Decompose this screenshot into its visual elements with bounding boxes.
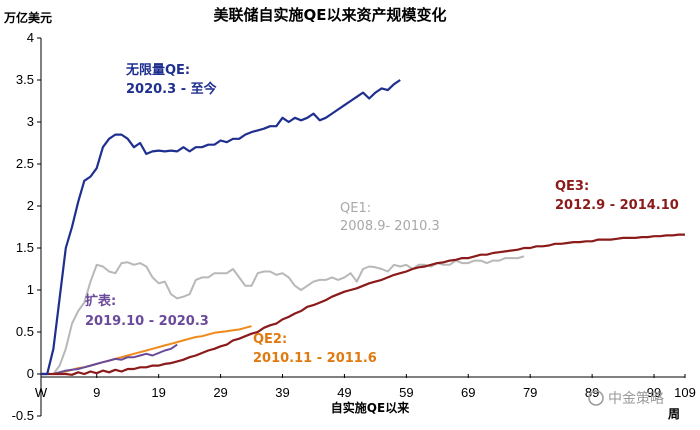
x-tick-label: 49 (337, 385, 351, 400)
watermark: 中金策略 (588, 390, 664, 407)
annotation-qe1-label: QE1: (340, 201, 371, 216)
x-tick-label: 59 (399, 385, 413, 400)
x-tick-label: 19 (151, 385, 165, 400)
y-tick-label: 1 (27, 282, 34, 297)
wechat-icon (588, 390, 604, 406)
x-tick-label: 79 (523, 385, 537, 400)
chart-title: 美联储自实施QE以来资产规模变化 (214, 6, 447, 24)
annotation-expand-period: 2019.10 - 2020.3 (85, 314, 209, 329)
series-lines (41, 79, 685, 376)
annotation-qe2-label: QE2: (253, 332, 287, 347)
series-line-无限量QE (41, 79, 401, 376)
x-tick-label: W (35, 385, 48, 400)
x-axis-unit-label: 周 (668, 407, 680, 421)
y-tick-label: 1.5 (16, 240, 34, 255)
y-tick-label: 4 (27, 30, 34, 45)
y-tick-label: 2 (27, 198, 34, 213)
x-tick-label: 69 (461, 385, 475, 400)
x-tick-label: 9 (93, 385, 100, 400)
y-axis-ticks: -0.5 0 0.5 1 1.5 2 2.5 3 3.5 4 (12, 30, 41, 423)
y-tick-label: -0.5 (12, 408, 34, 423)
x-tick-label: 29 (213, 385, 227, 400)
annotation-unlimited-qe-label: 无限量QE: (125, 63, 190, 78)
annotation-qe3-label: QE3: (555, 179, 589, 194)
x-tick-label: 99 (647, 385, 661, 400)
x-axis-ticks: W 9 19 29 39 49 59 69 79 89 99 109 (35, 374, 696, 400)
series-line-QE1 (41, 255, 525, 375)
annotation-unlimited-qe-period: 2020.3 - 至今 (126, 81, 218, 97)
annotation-qe3-period: 2012.9 - 2014.10 (555, 198, 679, 213)
annotation-qe1-period: 2008.9- 2010.3 (340, 219, 440, 234)
series-line-扩表 (41, 343, 178, 375)
watermark-text: 中金策略 (608, 390, 664, 407)
x-tick-label: 109 (674, 385, 696, 400)
y-tick-label: 3 (27, 114, 34, 129)
x-tick-label: 39 (275, 385, 289, 400)
y-tick-label: 2.5 (16, 156, 34, 171)
annotation-expand-label: 扩表: (85, 293, 116, 309)
y-tick-label: 3.5 (16, 72, 34, 87)
y-tick-label: 0.5 (16, 324, 34, 339)
annotation-qe2-period: 2010.11 - 2011.6 (253, 351, 377, 366)
y-axis-unit-label: 万亿美元 (3, 10, 52, 25)
y-tick-label: 0 (27, 366, 34, 381)
x-axis-label: 自实施QE以来 (331, 400, 410, 415)
series-line-QE3 (41, 233, 685, 376)
